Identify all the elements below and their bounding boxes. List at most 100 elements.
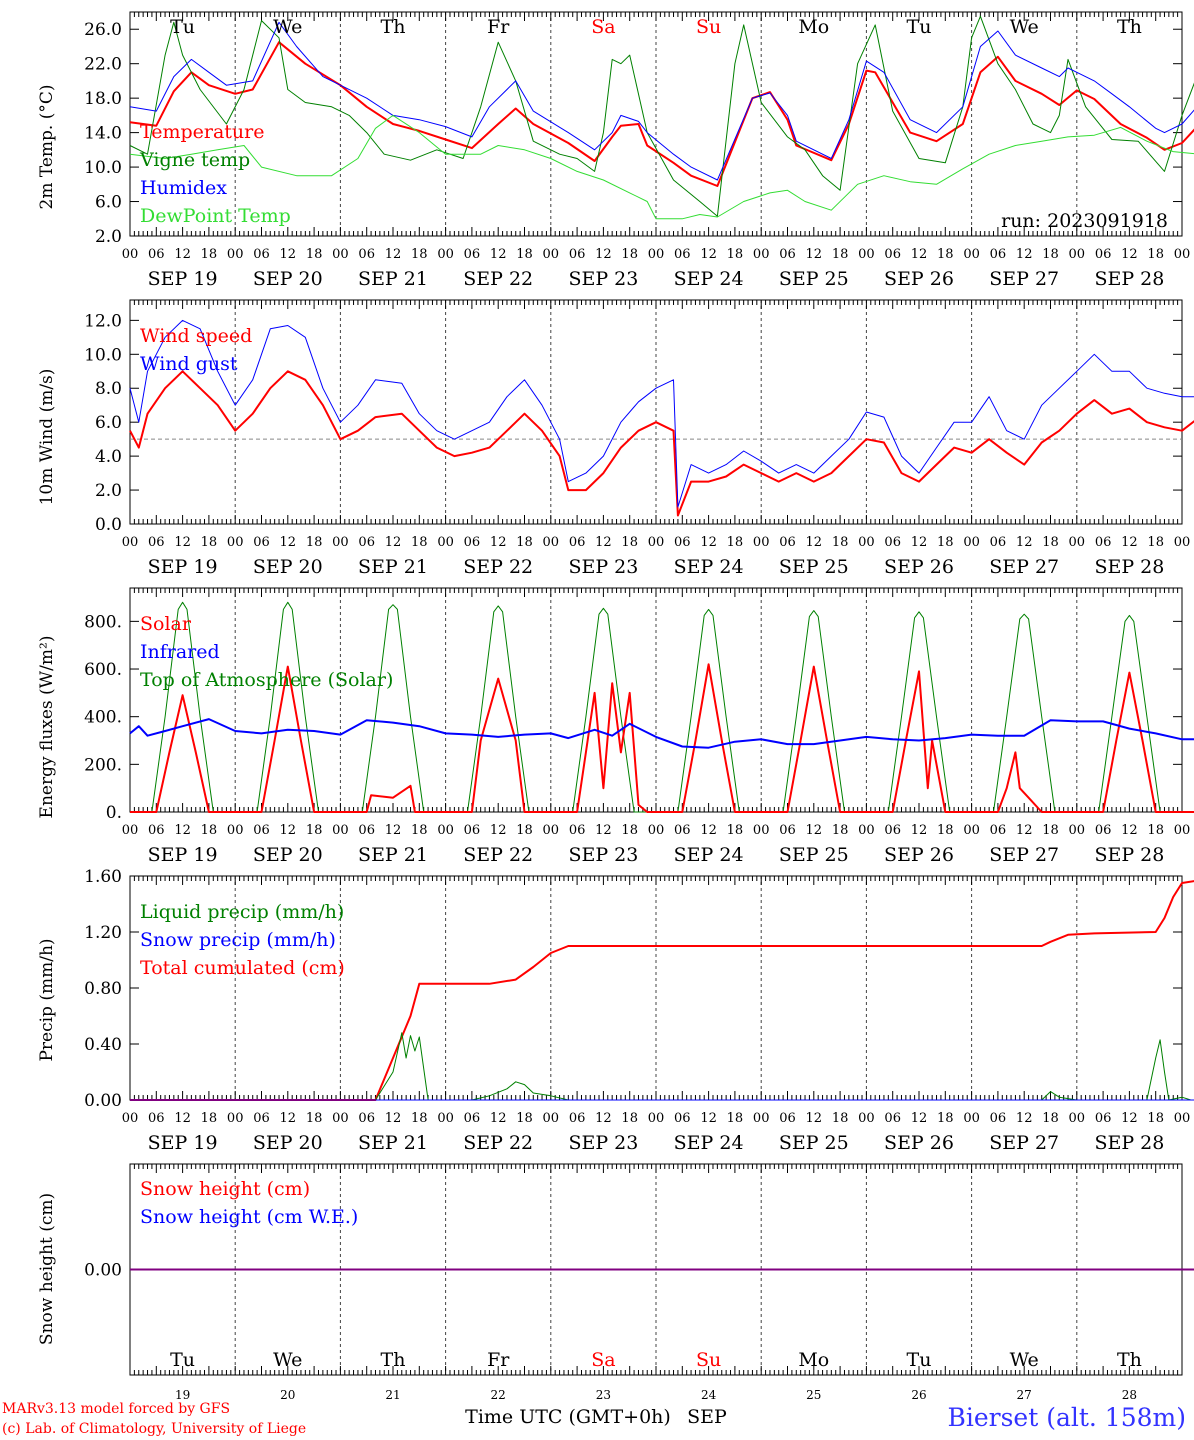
date-label: SEP 20 bbox=[253, 556, 323, 578]
hour-label: 18 bbox=[621, 1111, 638, 1126]
hour-label: 18 bbox=[516, 823, 533, 838]
hour-label: 00 bbox=[1174, 535, 1191, 550]
station-name: Bierset (alt. 158m) bbox=[947, 1403, 1186, 1432]
run-label: run: 2023091918 bbox=[1001, 210, 1168, 232]
y-tick-label: 26.0 bbox=[84, 20, 122, 40]
hour-label: 12 bbox=[1016, 823, 1033, 838]
hour-label: 12 bbox=[1121, 535, 1138, 550]
y-tick-label: 8.0 bbox=[95, 379, 122, 399]
legend-entry: Wind speed bbox=[140, 325, 252, 347]
hour-label: 06 bbox=[1095, 247, 1112, 262]
y-axis-label: 10m Wind (m/s) bbox=[37, 369, 57, 506]
date-label: SEP 24 bbox=[674, 844, 744, 866]
y-tick-label: 0. bbox=[106, 803, 122, 823]
hour-label: 18 bbox=[306, 535, 323, 550]
hour-label: 12 bbox=[280, 1111, 297, 1126]
hour-label: 06 bbox=[569, 535, 586, 550]
y-tick-label: 6.0 bbox=[95, 193, 122, 213]
hour-label: 06 bbox=[358, 535, 375, 550]
weekday-label: Sa bbox=[591, 1349, 615, 1371]
weekday-label: Mo bbox=[798, 16, 829, 38]
date-label: SEP 28 bbox=[1094, 1132, 1164, 1154]
hour-label: 18 bbox=[937, 247, 954, 262]
y-tick-label: 2.0 bbox=[95, 227, 122, 247]
legend-entry: Top of Atmosphere (Solar) bbox=[140, 669, 393, 691]
date-label: SEP 24 bbox=[674, 1132, 744, 1154]
hour-label: 12 bbox=[490, 535, 507, 550]
legend-entry: Snow height (cm) bbox=[140, 1178, 310, 1200]
date-label: SEP 26 bbox=[884, 268, 954, 290]
legend-entry: Total cumulated (cm) bbox=[140, 957, 345, 979]
hour-label: 18 bbox=[1147, 823, 1164, 838]
day-number-label: 21 bbox=[385, 1388, 400, 1402]
hour-label: 06 bbox=[253, 1111, 270, 1126]
hour-label: 18 bbox=[832, 823, 849, 838]
hour-label: 18 bbox=[832, 535, 849, 550]
hour-label: 00 bbox=[648, 535, 665, 550]
legend-entry: Infrared bbox=[140, 641, 220, 663]
hour-label: 12 bbox=[1016, 535, 1033, 550]
day-number-label: 23 bbox=[596, 1388, 611, 1402]
weekday-label: We bbox=[1010, 16, 1039, 38]
hour-label: 06 bbox=[148, 247, 165, 262]
time-axis-label: Time UTC (GMT+0h) bbox=[465, 1406, 671, 1428]
hour-label: 18 bbox=[411, 247, 428, 262]
weekday-label: Tu bbox=[170, 1349, 195, 1371]
date-label: SEP 25 bbox=[779, 556, 849, 578]
hour-label: 18 bbox=[306, 823, 323, 838]
hour-label: 12 bbox=[1121, 1111, 1138, 1126]
hour-label: 18 bbox=[411, 1111, 428, 1126]
hour-label: 06 bbox=[1095, 535, 1112, 550]
date-label: SEP 25 bbox=[779, 268, 849, 290]
hour-label: 12 bbox=[280, 535, 297, 550]
hour-label: 18 bbox=[201, 1111, 218, 1126]
day-number-label: 19 bbox=[175, 1388, 190, 1402]
hour-label: 00 bbox=[437, 535, 454, 550]
hour-label: 00 bbox=[543, 535, 560, 550]
hour-label: 06 bbox=[990, 823, 1007, 838]
hour-label: 06 bbox=[358, 247, 375, 262]
date-label: SEP 22 bbox=[463, 268, 533, 290]
hour-label: 00 bbox=[227, 823, 244, 838]
hour-label: 18 bbox=[516, 535, 533, 550]
series-line-wind-speed bbox=[129, 370, 1194, 517]
hour-label: 00 bbox=[332, 1111, 349, 1126]
hour-label: 00 bbox=[648, 1111, 665, 1126]
date-label: SEP 22 bbox=[463, 844, 533, 866]
hour-label: 18 bbox=[832, 247, 849, 262]
hour-label: 06 bbox=[674, 1111, 691, 1126]
hour-label: 00 bbox=[1069, 823, 1086, 838]
legend-entry: Snow height (cm W.E.) bbox=[140, 1206, 358, 1228]
hour-label: 06 bbox=[569, 1111, 586, 1126]
hour-label: 18 bbox=[201, 823, 218, 838]
date-label: SEP 22 bbox=[463, 556, 533, 578]
hour-label: 18 bbox=[727, 1111, 744, 1126]
date-label: SEP 26 bbox=[884, 844, 954, 866]
weekday-label: We bbox=[273, 16, 302, 38]
hour-label: 00 bbox=[963, 535, 980, 550]
hour-label: 00 bbox=[1174, 823, 1191, 838]
date-label: SEP 21 bbox=[358, 268, 428, 290]
hour-label: 18 bbox=[832, 1111, 849, 1126]
date-label: SEP 20 bbox=[253, 268, 323, 290]
date-label: SEP 28 bbox=[1094, 844, 1164, 866]
hour-label: 00 bbox=[1069, 535, 1086, 550]
hour-label: 00 bbox=[963, 823, 980, 838]
y-tick-label: 10.0 bbox=[84, 345, 122, 365]
y-tick-label: 22.0 bbox=[84, 55, 122, 75]
hour-label: 18 bbox=[937, 823, 954, 838]
hour-label: 00 bbox=[858, 1111, 875, 1126]
hour-label: 18 bbox=[727, 823, 744, 838]
y-tick-label: 800. bbox=[84, 612, 122, 632]
day-number-label: 26 bbox=[911, 1388, 926, 1402]
day-number-label: 27 bbox=[1017, 1388, 1032, 1402]
legend-entry: Wind gust bbox=[140, 353, 238, 375]
date-label: SEP 21 bbox=[358, 844, 428, 866]
hour-label: 06 bbox=[990, 1111, 1007, 1126]
date-label: SEP 23 bbox=[568, 1132, 638, 1154]
y-tick-label: 0.80 bbox=[84, 979, 122, 999]
hour-label: 12 bbox=[280, 247, 297, 262]
hour-label: 18 bbox=[621, 823, 638, 838]
hour-label: 06 bbox=[1095, 823, 1112, 838]
hour-label: 00 bbox=[543, 247, 560, 262]
